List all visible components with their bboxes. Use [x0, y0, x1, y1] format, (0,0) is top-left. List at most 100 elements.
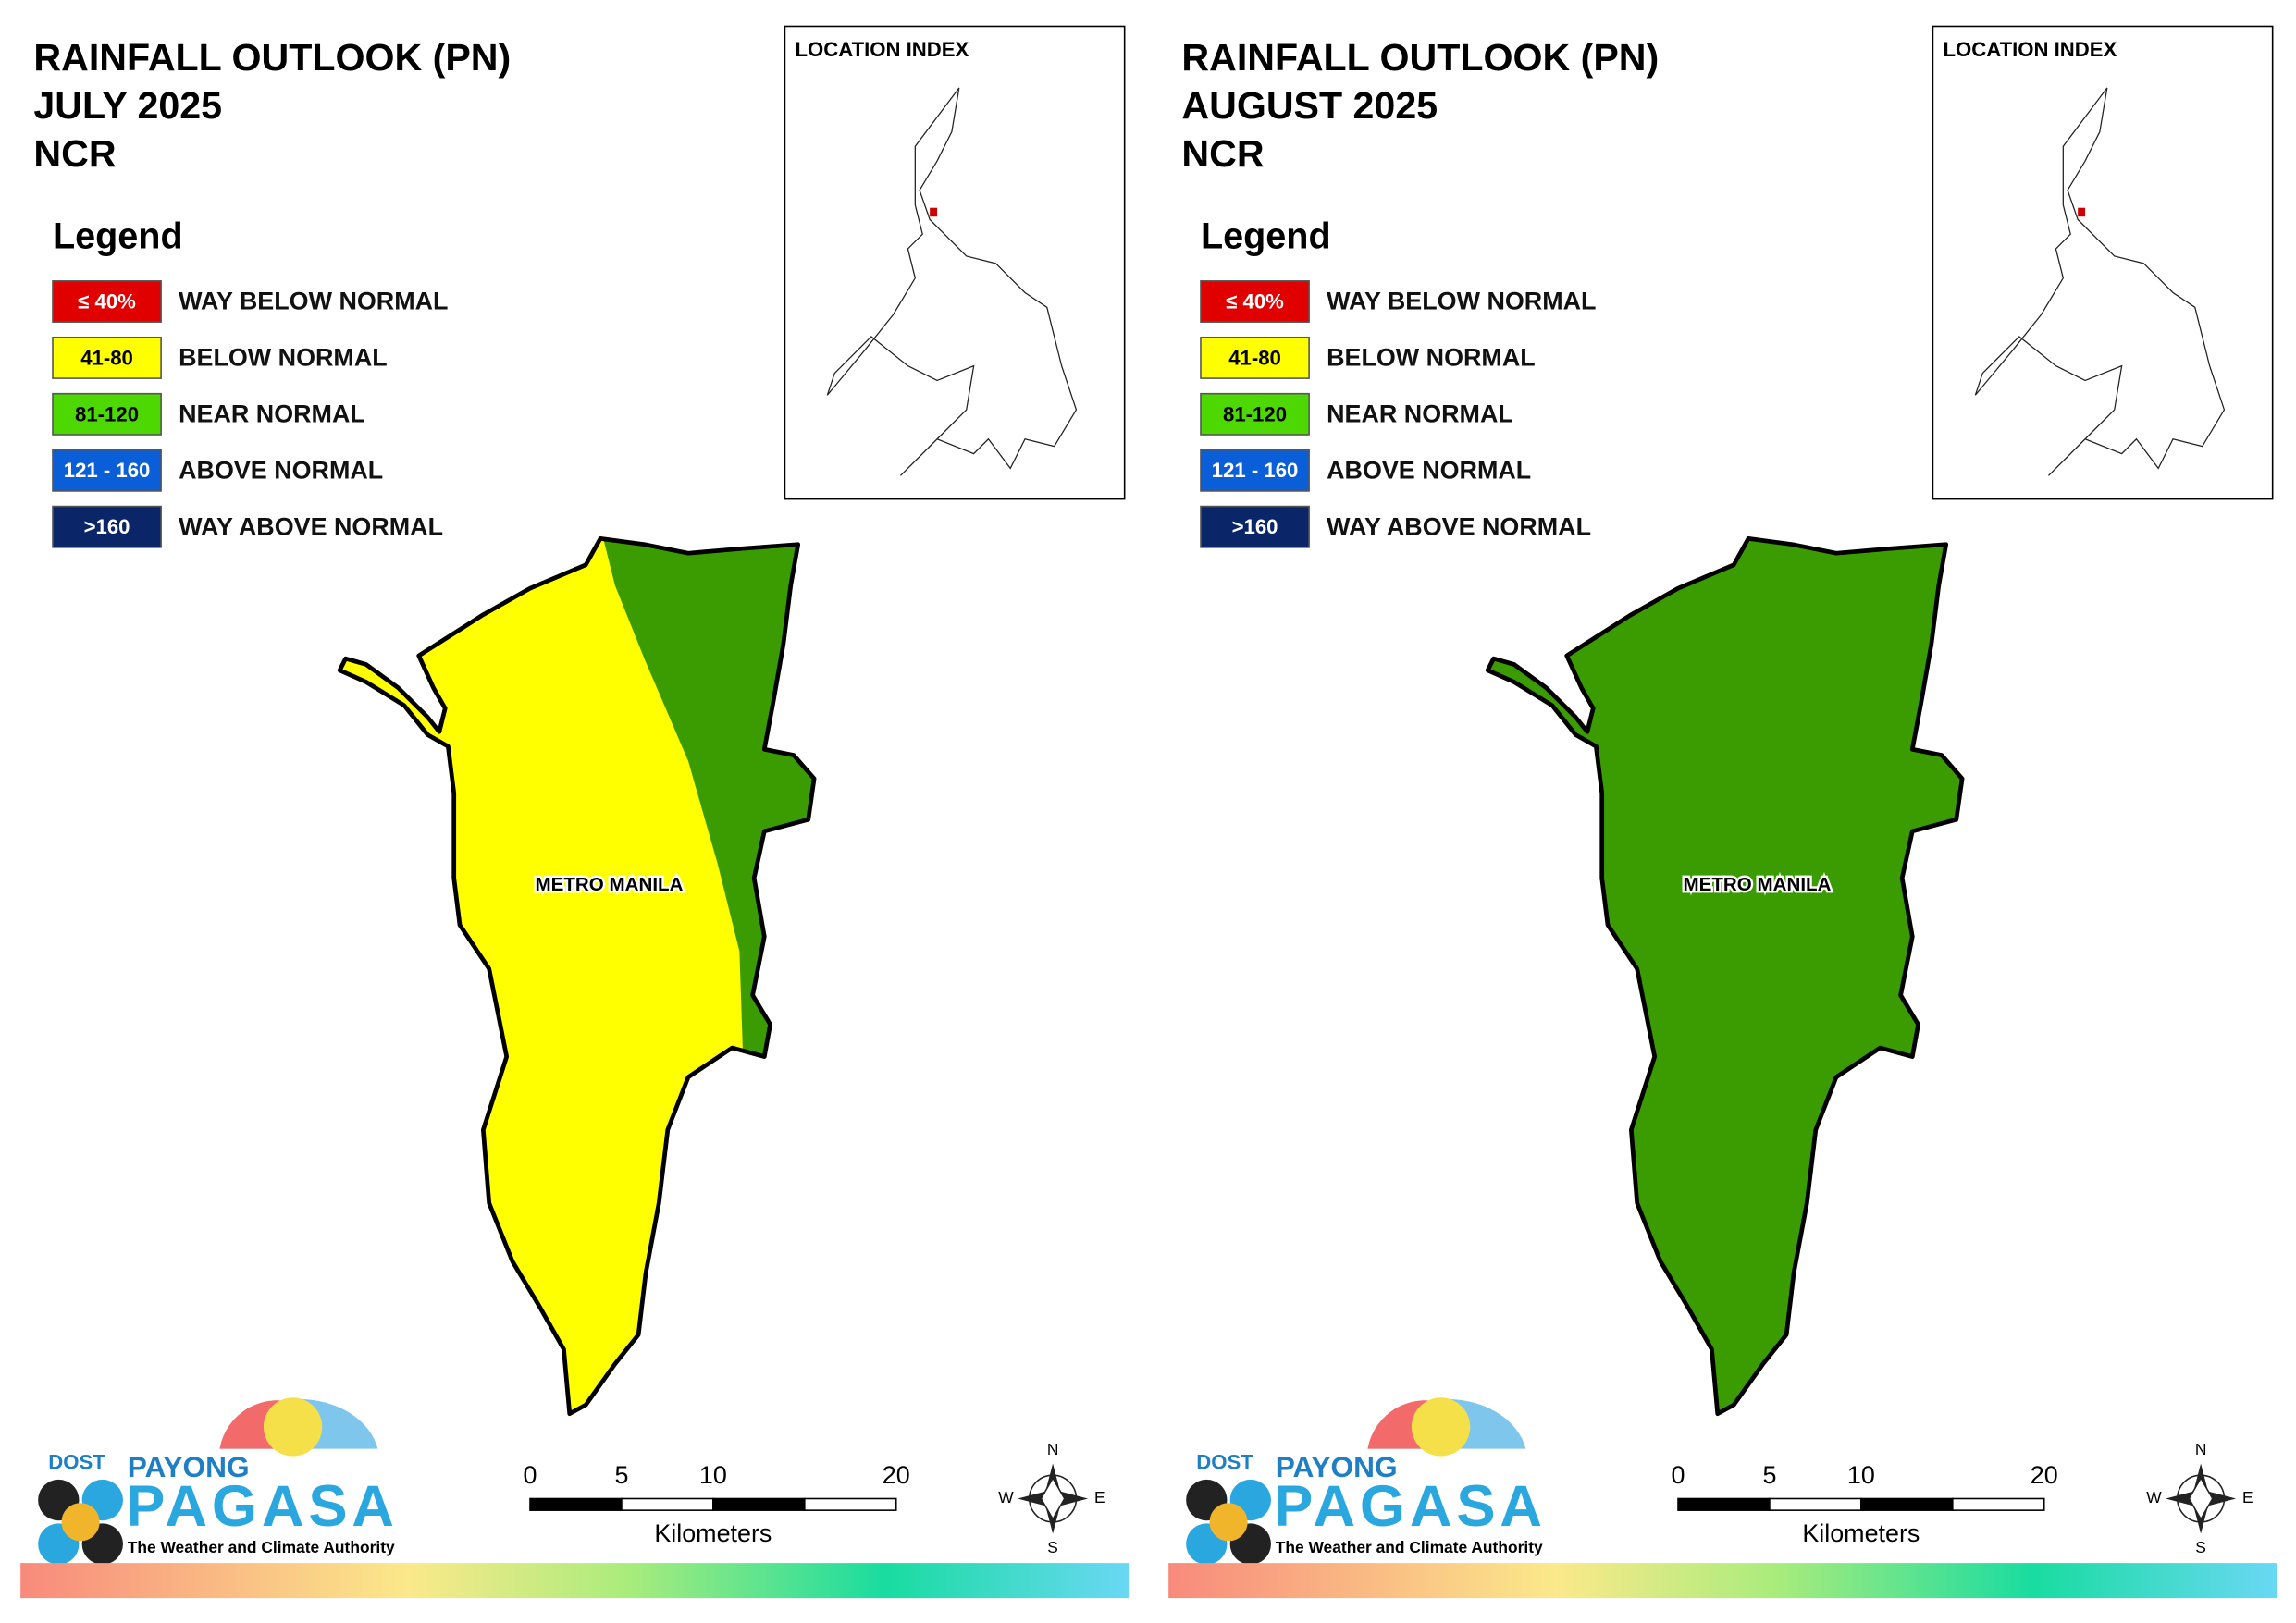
legend-swatch	[1200, 280, 1310, 323]
map-label: METRO MANILA	[1684, 874, 1832, 895]
legend-range: >160	[1232, 515, 1278, 538]
legend-label: ABOVE NORMAL	[179, 456, 383, 484]
legend-swatch	[52, 336, 162, 379]
legend-range: 41-80	[1228, 346, 1281, 369]
compass-letter: E	[1094, 1488, 1105, 1506]
map-fill	[1487, 538, 1963, 1414]
scale-segment	[1952, 1497, 2045, 1511]
legend-label: BELOW NORMAL	[179, 344, 388, 372]
scale-segment	[1769, 1497, 1862, 1511]
compass-letter: N	[1047, 1440, 1059, 1458]
compass-letter: E	[2242, 1488, 2253, 1506]
compass-letter: N	[2195, 1440, 2207, 1458]
title-line: NCR	[33, 132, 116, 175]
title-line: AUGUST 2025	[1181, 84, 1438, 127]
compass-star	[1040, 1476, 1066, 1521]
legend-swatch	[52, 449, 162, 492]
compass-letter: S	[1047, 1538, 1058, 1556]
legend-range: 41-80	[80, 346, 133, 369]
legend-label: WAY BELOW NORMAL	[1327, 288, 1596, 315]
title-line: JULY 2025	[33, 84, 222, 127]
legend-title: Legend	[53, 215, 183, 256]
scale-unit: Kilometers	[654, 1519, 772, 1547]
index-frame	[1932, 25, 2274, 500]
logo-payong: PAYONG	[1276, 1450, 1398, 1483]
logo-seal	[61, 1503, 100, 1542]
logo-tagline: The Weather and Climate Authority	[1276, 1538, 1543, 1556]
legend-label: NEAR NORMAL	[179, 400, 365, 428]
title-line: NCR	[1181, 132, 1264, 175]
title-line: RAINFALL OUTLOOK (PN)	[33, 36, 511, 79]
legend-label: WAY ABOVE NORMAL	[179, 512, 443, 540]
index-marker	[2078, 207, 2086, 217]
index-title: LOCATION INDEX	[796, 38, 969, 61]
legend-range: 81-120	[1223, 402, 1287, 425]
scale-segment	[530, 1498, 576, 1511]
index-map	[1974, 87, 2226, 476]
footer-band	[1168, 1563, 2277, 1599]
scale-tick-label: 20	[2031, 1461, 2058, 1489]
scale-tick-label: 0	[1672, 1461, 1685, 1489]
scale-tick-label: 10	[1847, 1461, 1875, 1489]
legend-title: Legend	[1201, 215, 1331, 256]
logo-dost: DOST	[48, 1450, 105, 1473]
legend-range: ≤ 40%	[1226, 289, 1284, 313]
legend-range: ≤ 40%	[78, 289, 136, 313]
compass-star	[2188, 1476, 2214, 1521]
scale-tick-label: 10	[699, 1461, 727, 1489]
panel: RAINFALL OUTLOOK (PN) JULY 2025 NCR Legend ≤…	[20, 25, 1129, 1599]
legend-label: BELOW NORMAL	[1327, 344, 1536, 372]
panel: RAINFALL OUTLOOK (PN) AUGUST 2025 NCR Legen…	[1168, 25, 2277, 1599]
logo-seal	[1209, 1503, 1248, 1542]
logo-pagasa: PAGASA	[126, 1474, 399, 1539]
legend-label: NEAR NORMAL	[1327, 400, 1513, 428]
scale-tick-label: 5	[1762, 1461, 1776, 1489]
compass-letter: W	[2146, 1488, 2162, 1506]
scale-tick-label: 20	[883, 1461, 910, 1489]
scale-unit: Kilometers	[1802, 1519, 1920, 1547]
scale-segment	[621, 1497, 714, 1511]
legend-range: 121 - 160	[64, 459, 151, 482]
scale-tick-label: 0	[524, 1461, 537, 1489]
scale-tick-label: 5	[614, 1461, 628, 1489]
scale-segment	[1678, 1498, 1724, 1511]
index-title: LOCATION INDEX	[1944, 38, 2117, 61]
map-outline	[1485, 535, 1965, 1417]
legend-label: ABOVE NORMAL	[1327, 456, 1531, 484]
title-line: RAINFALL OUTLOOK (PN)	[1181, 36, 1659, 79]
index-frame	[784, 25, 1126, 500]
logo-tagline: The Weather and Climate Authority	[128, 1538, 395, 1556]
scale-segment	[1860, 1497, 1954, 1511]
legend-swatch	[52, 505, 162, 548]
legend-swatch	[52, 392, 162, 436]
footer-band	[20, 1563, 1129, 1599]
logo-payong: PAYONG	[128, 1450, 250, 1483]
compass-ring	[2176, 1474, 2226, 1523]
legend-swatch	[52, 280, 162, 323]
logo-pagasa: PAGASA	[1274, 1474, 1547, 1539]
legend-swatch	[1200, 392, 1310, 436]
legend-range: 121 - 160	[1212, 459, 1299, 482]
legend-range: >160	[84, 515, 130, 538]
logo-dost: DOST	[1196, 1450, 1253, 1473]
legend-swatch	[1200, 336, 1310, 379]
legend-swatch	[1200, 505, 1310, 548]
legend-label: WAY BELOW NORMAL	[179, 288, 448, 315]
legend-swatch	[1200, 449, 1310, 492]
index-map	[826, 87, 1078, 476]
scale-segment	[804, 1497, 897, 1511]
compass-letter: W	[998, 1488, 1014, 1506]
legend-range: 81-120	[75, 402, 139, 425]
index-marker	[930, 207, 938, 217]
region	[1487, 538, 1963, 1414]
map-fill	[339, 538, 815, 1414]
scale-segment	[712, 1497, 806, 1511]
map-outline	[337, 535, 817, 1417]
compass-ring	[1028, 1474, 1078, 1523]
map-label: METRO MANILA	[536, 874, 684, 895]
logo-sun	[1411, 1397, 1471, 1457]
logo-sun	[263, 1397, 323, 1457]
legend-label: WAY ABOVE NORMAL	[1327, 512, 1591, 540]
